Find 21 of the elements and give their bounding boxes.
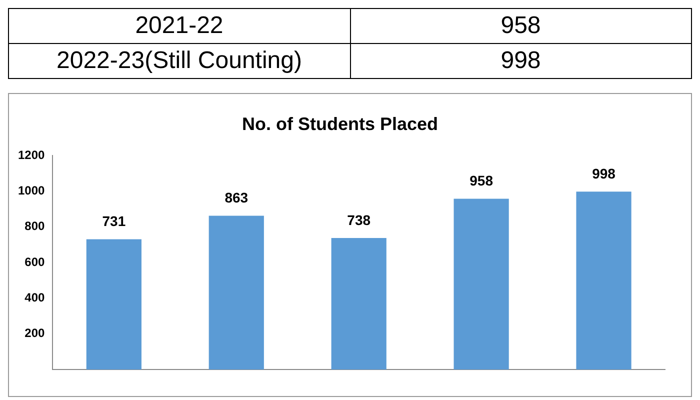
bar: [576, 192, 632, 370]
y-tick-label: 200: [24, 326, 46, 340]
y-tick-label: 800: [24, 219, 46, 234]
chart-title: No. of Students Placed: [242, 114, 438, 134]
bar: [208, 216, 264, 370]
data-label: 998: [592, 165, 616, 182]
y-tick-label: 400: [24, 290, 46, 305]
data-label: 863: [224, 190, 248, 206]
bar: [331, 238, 386, 370]
bar: [86, 239, 142, 370]
y-tick-label: 1000: [18, 184, 46, 198]
text: 2022-23(Still Counting): [8, 44, 350, 78]
text: 998: [350, 44, 692, 78]
data-label: 731: [102, 213, 126, 230]
bar: [454, 198, 509, 370]
y-tick-label: 1200: [18, 148, 46, 162]
data-label: 738: [347, 212, 371, 228]
data-label: 958: [470, 172, 494, 189]
text: 958: [350, 8, 692, 44]
y-tick-label: 600: [24, 254, 46, 269]
text: 2021-22: [8, 8, 350, 44]
